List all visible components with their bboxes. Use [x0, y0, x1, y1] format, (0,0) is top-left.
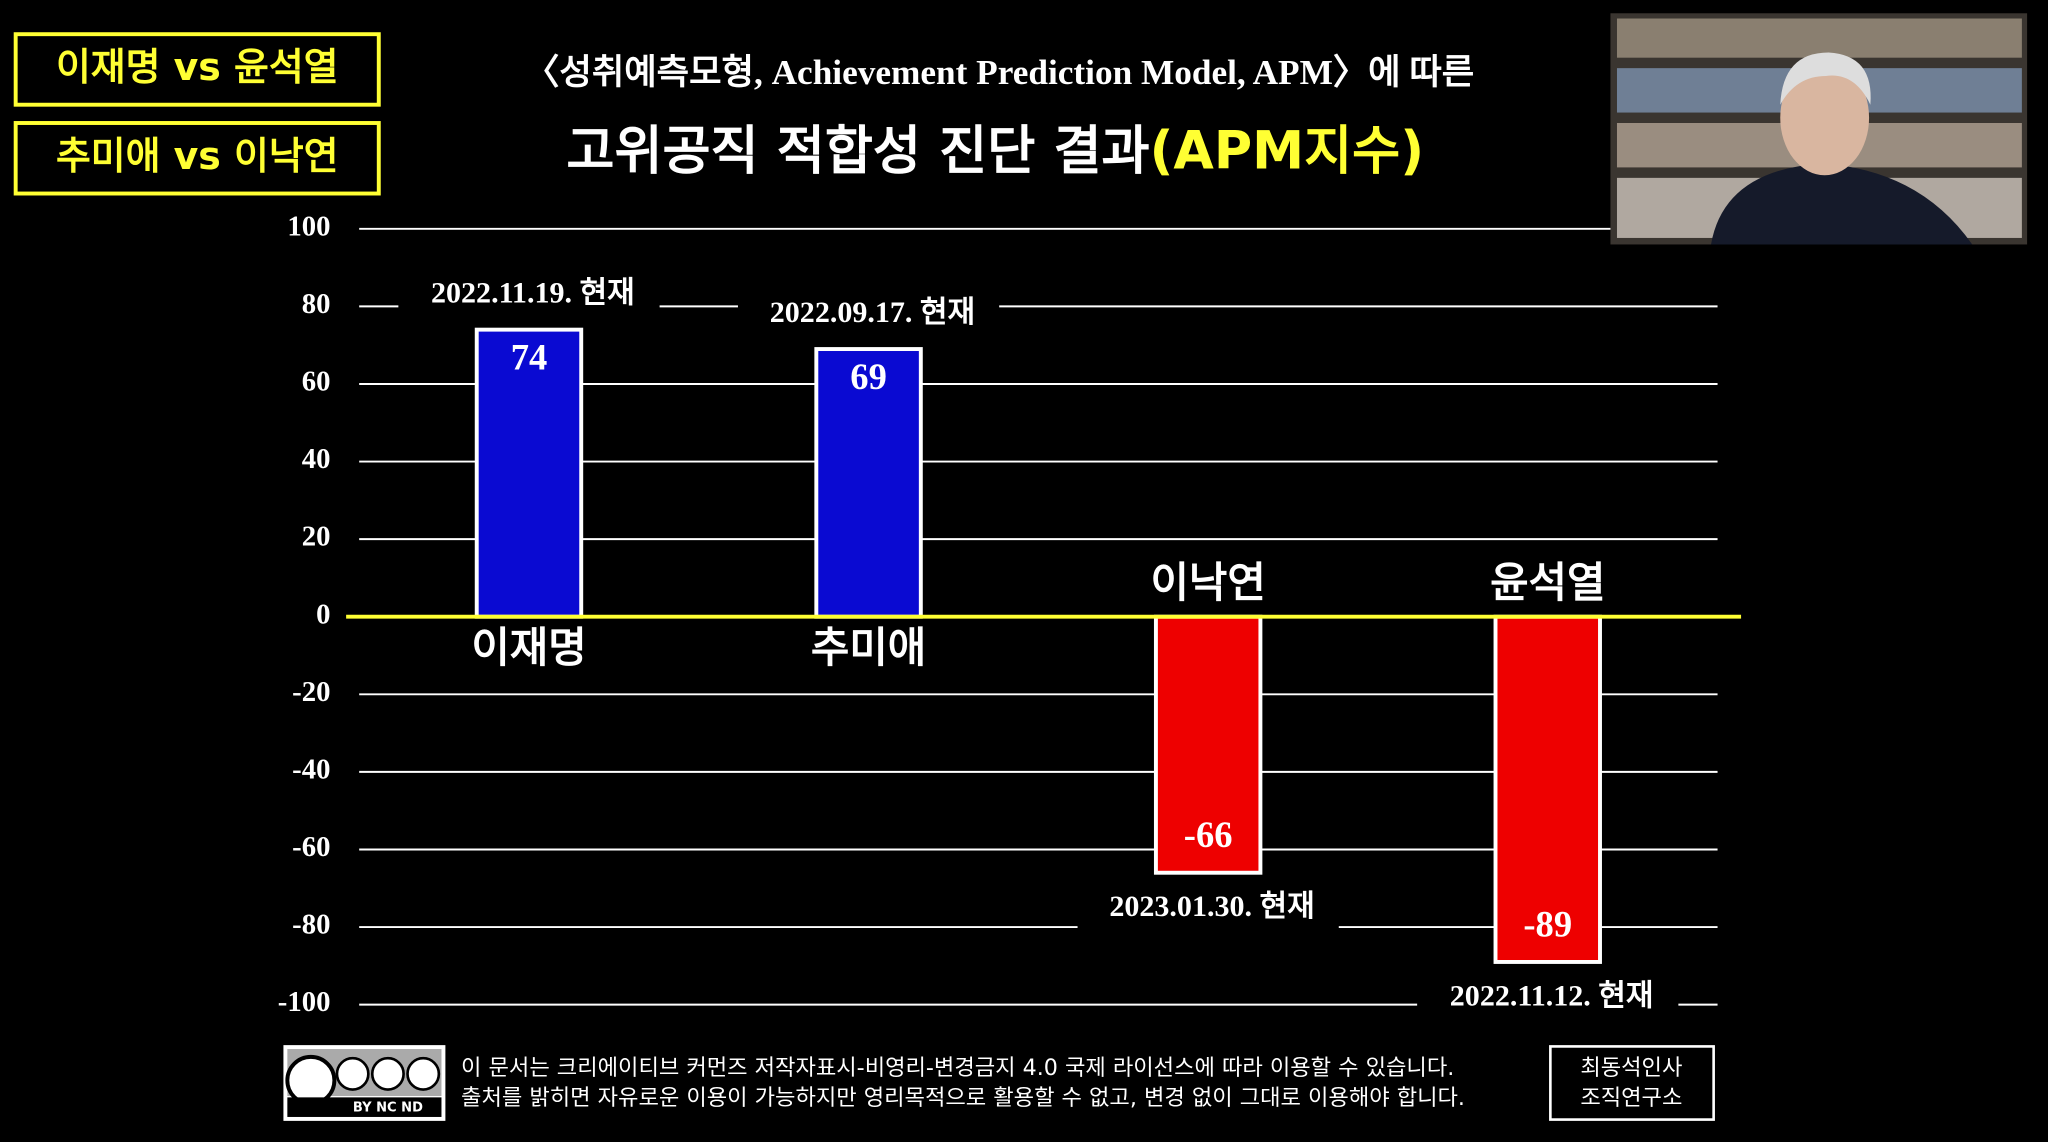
y-tick-label: 0: [316, 598, 330, 630]
bar: [474, 327, 584, 619]
category-label: 윤석열: [1490, 558, 1605, 607]
chart-title: 고위공직 적합성 진단 결과(APM지수): [566, 121, 1424, 181]
cc-icon: [370, 1056, 405, 1091]
y-tick-label: 80: [302, 288, 331, 320]
y-tick-label: -40: [292, 753, 330, 785]
pretitle: 〈성취예측모형, Achievement Prediction Model, A…: [524, 53, 1474, 92]
license-text: 출처를 밝히면 자유로운 이용이 가능하지만 영리목적으로 활용할 수 없고, …: [461, 1085, 1465, 1111]
y-tick-label: 100: [287, 210, 330, 242]
shelf: [1616, 18, 2022, 58]
annotation-bg: [737, 295, 1000, 335]
value-label: -89: [1523, 903, 1572, 944]
annotation-bg: [398, 276, 660, 316]
org-text: 조직연구소: [1580, 1085, 1682, 1111]
badge-box: [13, 121, 381, 196]
y-tick-label: 20: [302, 521, 331, 553]
video-thumbnail: [1610, 13, 2028, 245]
y-tick-label: 60: [302, 366, 331, 398]
person-body: [1711, 163, 1973, 245]
value-label: -66: [1184, 814, 1233, 855]
annotation-bg: [1077, 889, 1339, 929]
cc-icon: [406, 1056, 441, 1091]
y-tick-label: 40: [302, 443, 331, 475]
cc-icon: [285, 1054, 337, 1106]
annotation: 2022.11.19. 현재: [431, 277, 635, 310]
category-label: 이재명: [471, 623, 586, 672]
license-text: 이 문서는 크리에이티브 커먼즈 저작자표시-비영리-변경금지 4.0 국제 라…: [461, 1055, 1454, 1081]
annotation-bg: [1417, 978, 1679, 1019]
bar: [814, 347, 923, 619]
y-tick-label: -20: [292, 676, 330, 708]
value-label: 69: [850, 356, 887, 397]
y-tick-label: -60: [292, 831, 330, 863]
category-label: 이낙연: [1150, 558, 1265, 607]
badge-box: [13, 32, 381, 107]
annotation: 2022.09.17. 현재: [770, 296, 975, 329]
y-tick-label: -100: [278, 986, 331, 1018]
annotation: 2023.01.30. 현재: [1109, 890, 1314, 923]
cc-label-bg: [287, 1097, 442, 1117]
cc-label: BY NC ND: [353, 1100, 423, 1115]
category-label: 추미애: [811, 623, 926, 672]
title-highlight: (APM지수): [1150, 121, 1425, 181]
plot: -100 -80 -60 -40 -20 0 20 40 60 80 100 74 이재명 2022.11…: [278, 210, 1742, 1019]
title-main: 고위공직 적합성 진단 결과: [566, 121, 1149, 181]
org-box: [1549, 1045, 1715, 1121]
value-label: 74: [511, 336, 548, 377]
person-head: [1780, 60, 1870, 176]
cc-icon: [335, 1056, 370, 1091]
badge: 이재명 vs 윤석열: [56, 45, 339, 89]
org-text: 최동석인사: [1580, 1055, 1682, 1081]
badge: 추미애 vs 이낙연: [56, 134, 339, 178]
annotation: 2022.11.12. 현재: [1450, 979, 1654, 1012]
cc-badge: BY NC ND: [283, 1045, 446, 1121]
bar: [1153, 614, 1263, 875]
person-hair: [1780, 52, 1871, 105]
bar: [1493, 614, 1602, 964]
y-tick-label: -80: [292, 909, 330, 941]
